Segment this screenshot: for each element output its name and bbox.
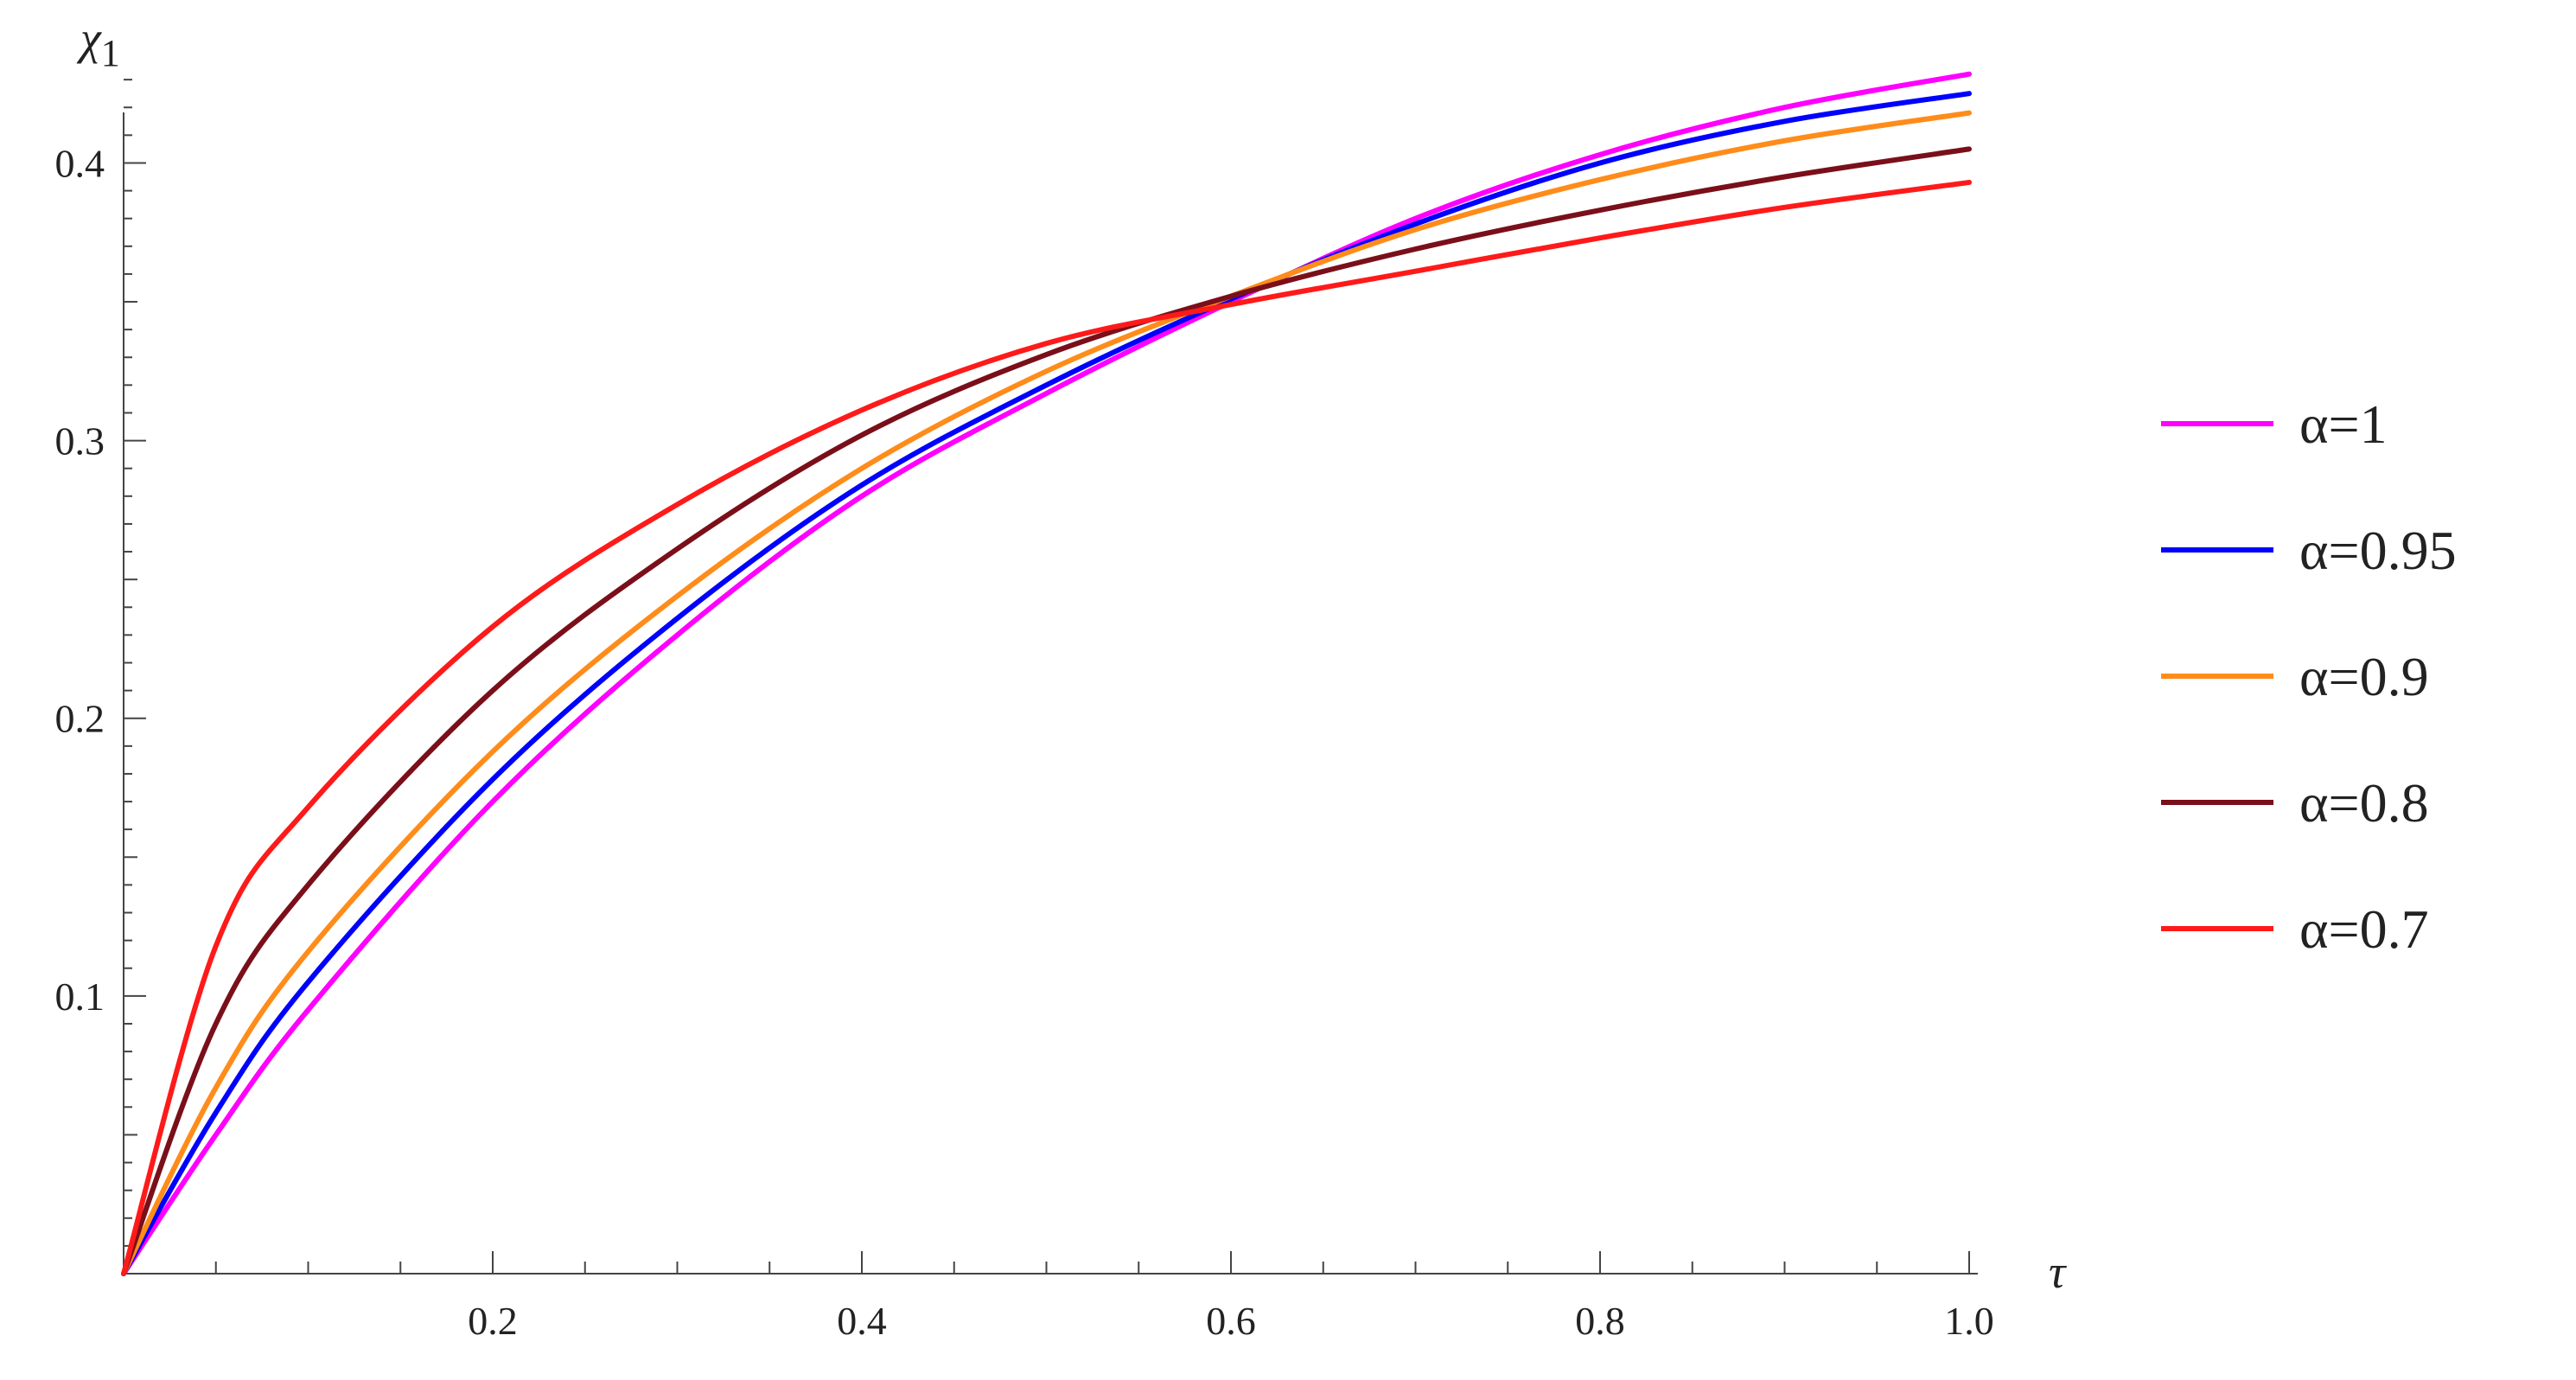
series-line-4 <box>121 179 1972 1276</box>
y-ticks: 0.1 0.2 0.3 0.4 <box>55 79 146 1247</box>
series-line-2 <box>121 110 1972 1276</box>
y-axis-label: χ1 <box>76 12 120 74</box>
x-tick-label: 1.0 <box>1944 1299 1994 1343</box>
x-tick-label: 0.6 <box>1206 1299 1256 1343</box>
legend-label-1: α=0.95 <box>2299 520 2457 581</box>
y-tick-label: 0.1 <box>55 974 105 1019</box>
x-tick-label: 0.2 <box>468 1299 518 1343</box>
series-line-3 <box>121 146 1972 1276</box>
y-tick-label: 0.2 <box>55 697 105 741</box>
legend-label-3: α=0.8 <box>2299 772 2429 834</box>
series-line-1 <box>121 91 1972 1276</box>
x-axis-label: τ <box>2049 1246 2067 1298</box>
series-layer <box>121 71 1972 1276</box>
legend-label-2: α=0.9 <box>2299 646 2429 707</box>
x-ticks: 0.2 0.4 0.6 0.8 1.0 <box>214 1251 1994 1343</box>
legend-label-4: α=0.7 <box>2299 898 2429 960</box>
series-line-0 <box>121 71 1972 1276</box>
x-tick-label: 0.8 <box>1575 1299 1625 1343</box>
legend-label-0: α=1 <box>2299 393 2388 455</box>
y-tick-label: 0.4 <box>55 141 105 185</box>
x-tick-label: 0.4 <box>837 1299 887 1343</box>
axes: 0.2 0.4 0.6 0.8 1.0 0.1 0.2 0.3 0.4 τ χ1 <box>55 12 2068 1343</box>
y-tick-label: 0.3 <box>55 419 105 463</box>
legend: α=1 α=0.95 α=0.9 α=0.8 α=0.7 <box>2161 393 2457 960</box>
